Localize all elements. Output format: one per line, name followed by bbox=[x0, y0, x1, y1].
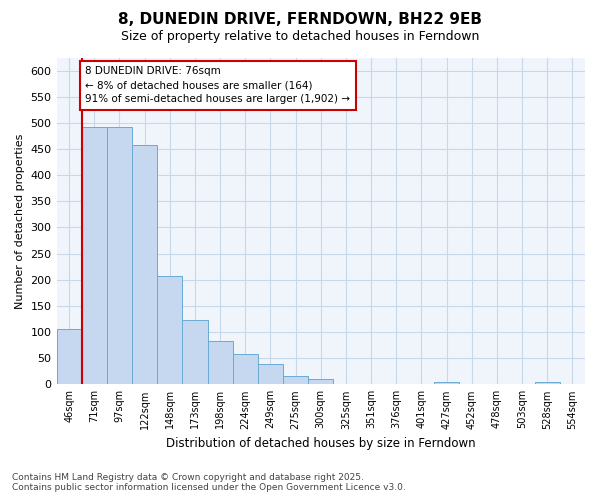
Text: Contains HM Land Registry data © Crown copyright and database right 2025.
Contai: Contains HM Land Registry data © Crown c… bbox=[12, 473, 406, 492]
Bar bbox=[308, 379, 334, 384]
Bar bbox=[182, 320, 208, 384]
Bar bbox=[233, 354, 258, 384]
Bar bbox=[434, 382, 459, 384]
Bar bbox=[107, 127, 132, 384]
Bar bbox=[535, 382, 560, 384]
Bar bbox=[208, 342, 233, 384]
Bar bbox=[157, 276, 182, 384]
Y-axis label: Number of detached properties: Number of detached properties bbox=[15, 133, 25, 308]
Bar bbox=[56, 330, 82, 384]
Text: 8, DUNEDIN DRIVE, FERNDOWN, BH22 9EB: 8, DUNEDIN DRIVE, FERNDOWN, BH22 9EB bbox=[118, 12, 482, 28]
Bar bbox=[258, 364, 283, 384]
X-axis label: Distribution of detached houses by size in Ferndown: Distribution of detached houses by size … bbox=[166, 437, 476, 450]
Text: 8 DUNEDIN DRIVE: 76sqm
← 8% of detached houses are smaller (164)
91% of semi-det: 8 DUNEDIN DRIVE: 76sqm ← 8% of detached … bbox=[85, 66, 350, 104]
Bar bbox=[132, 145, 157, 384]
Bar bbox=[82, 127, 107, 384]
Text: Size of property relative to detached houses in Ferndown: Size of property relative to detached ho… bbox=[121, 30, 479, 43]
Bar bbox=[283, 376, 308, 384]
